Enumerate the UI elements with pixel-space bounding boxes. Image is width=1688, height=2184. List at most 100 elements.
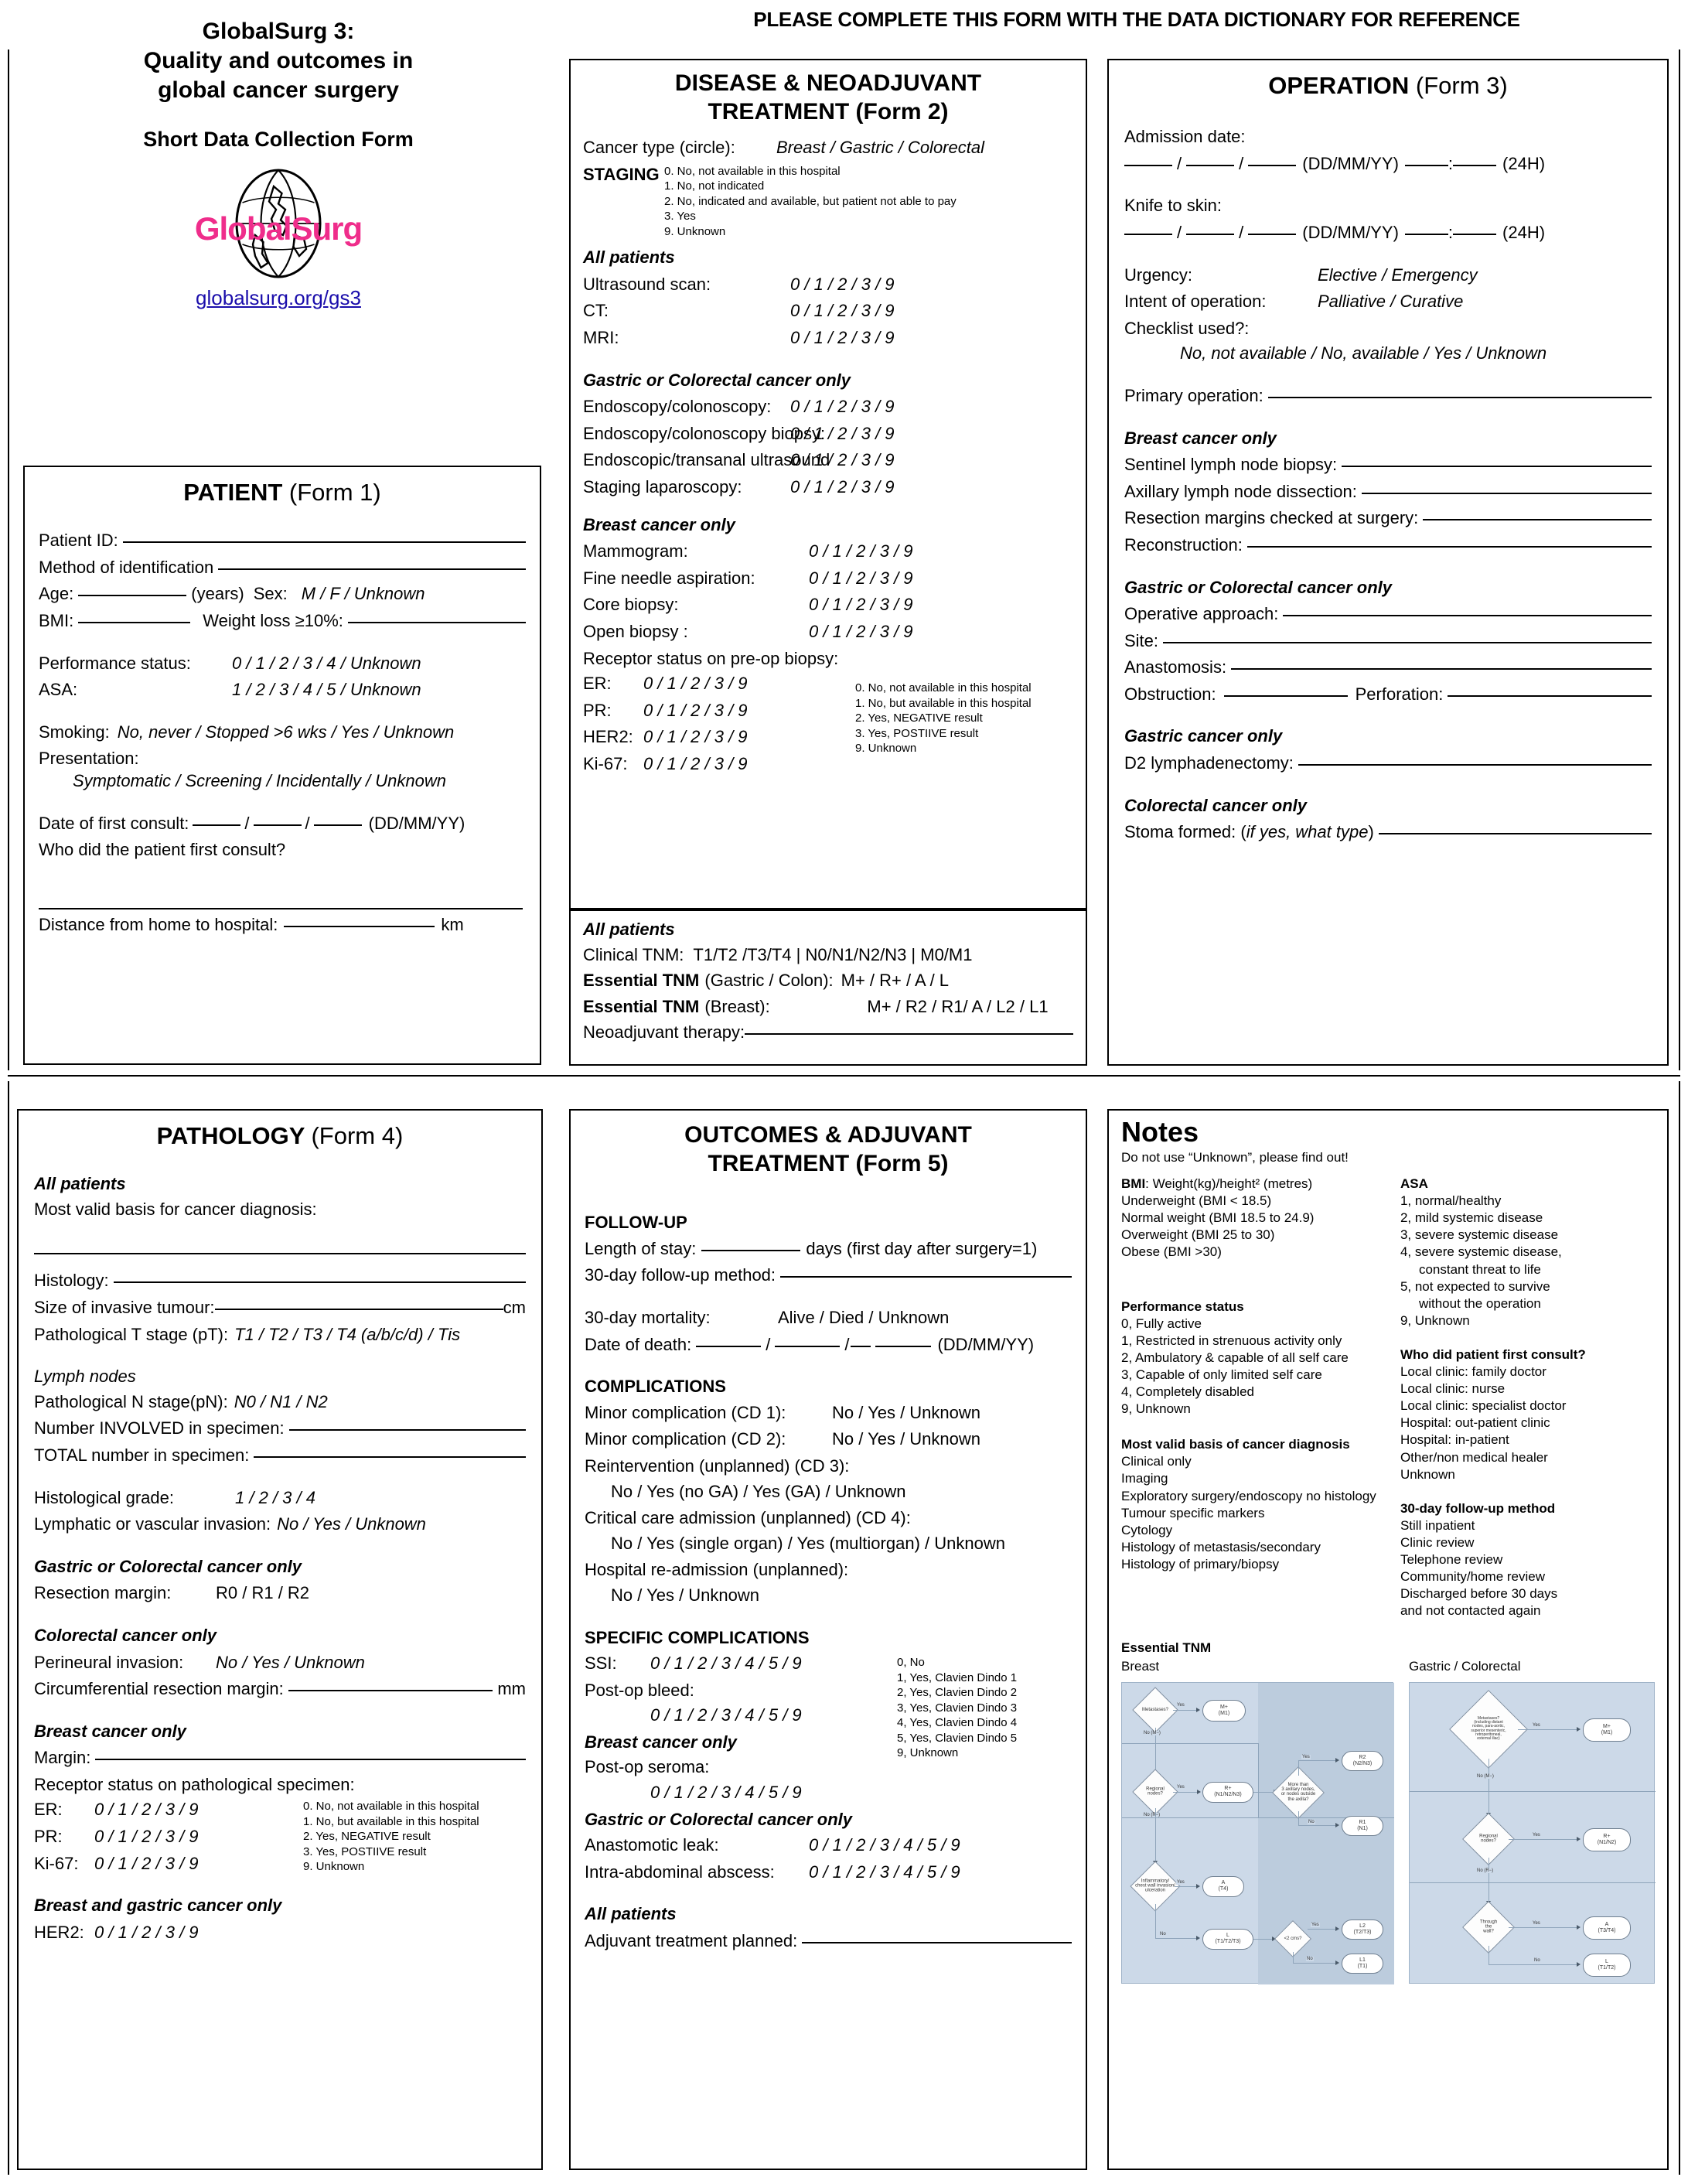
basis-diagnosis-header: Most valid basis of cancer diagnosis	[1121, 1437, 1350, 1452]
field-endoscopy[interactable]: Endoscopy/colonoscopy: 0 / 1 / 2 / 3 / 9	[583, 397, 895, 417]
field-site[interactable]: Site:	[1124, 630, 1652, 653]
field-cd1[interactable]: Minor complication (CD 1): No / Yes / Un…	[585, 1402, 981, 1422]
field-performance-status[interactable]: Performance status: 0 / 1 / 2 / 3 / 4 / …	[39, 653, 421, 673]
field-pt-stage[interactable]: Pathological T stage (pT): T1 / T2 / T3 …	[34, 1324, 461, 1344]
field-path-er[interactable]: ER: 0 / 1 / 2 / 3 / 9	[34, 1800, 199, 1820]
field-ultrasound[interactable]: Ultrasound scan: 0 / 1 / 2 / 3 / 9	[583, 274, 895, 294]
field-d2-lymphadenectomy[interactable]: D2 lymphadenectomy:	[1124, 752, 1652, 775]
field-intraabdominal-abscess[interactable]: Intra-abdominal abscess: 0 / 1 / 2 / 3 /…	[585, 1862, 960, 1882]
field-pr[interactable]: PR: 0 / 1 / 2 / 3 / 9	[583, 700, 748, 720]
field-readmission-options[interactable]: No / Yes / Unknown	[611, 1585, 760, 1605]
form4-section-breast: Breast cancer only	[34, 1721, 186, 1741]
field-date-of-death[interactable]: Date of death: / / (DD/MM/YY)	[585, 1334, 1035, 1354]
globalsurg-link[interactable]: globalsurg.org/gs3	[196, 286, 361, 310]
field-open-biopsy[interactable]: Open biopsy : 0 / 1 / 2 / 3 / 9	[583, 622, 913, 641]
followup-header: FOLLOW-UP	[585, 1213, 687, 1233]
field-resection-margin[interactable]: Resection margin: R0 / R1 / R2	[34, 1583, 310, 1603]
field-cd2[interactable]: Minor complication (CD 2): No / Yes / Un…	[585, 1429, 981, 1449]
field-obstruction-perforation[interactable]: Obstruction: Perforation:	[1124, 684, 1652, 706]
gc-d3-no: No	[1533, 1957, 1541, 1963]
field-smoking[interactable]: Smoking: No, never / Stopped >6 wks / Ye…	[39, 722, 455, 742]
field-admission-date-inputs[interactable]: / / (DD/MM/YY) : (24H)	[1124, 153, 1652, 176]
field-nodes-total[interactable]: TOTAL number in specimen:	[34, 1445, 526, 1467]
field-staging-laparoscopy[interactable]: Staging laparoscopy: 0 / 1 / 2 / 3 / 9	[583, 477, 895, 497]
field-adjuvant-treatment[interactable]: Adjuvant treatment planned:	[585, 1930, 1072, 1953]
field-mammogram[interactable]: Mammogram: 0 / 1 / 2 / 3 / 9	[583, 541, 913, 561]
field-anastomotic-leak[interactable]: Anastomotic leak: 0 / 1 / 2 / 3 / 4 / 5 …	[585, 1835, 960, 1855]
form4-section-lymph-nodes: Lymph nodes	[34, 1367, 136, 1387]
field-postop-bleed-label: Post-op bleed:	[585, 1680, 694, 1700]
field-path-pr[interactable]: PR: 0 / 1 / 2 / 3 / 9	[34, 1827, 199, 1847]
field-fna[interactable]: Fine needle aspiration: 0 / 1 / 2 / 3 / …	[583, 568, 913, 588]
most-valid-basis-answer-line[interactable]	[34, 1220, 526, 1255]
field-sentinel-node-biopsy[interactable]: Sentinel lymph node biopsy:	[1124, 454, 1652, 476]
field-her2[interactable]: HER2: 0 / 1 / 2 / 3 / 9	[583, 727, 748, 747]
form5-section-breast: Breast cancer only	[585, 1732, 737, 1752]
field-cd3-options[interactable]: No / Yes (no GA) / Yes (GA) / Unknown	[611, 1481, 906, 1501]
who-first-consult-answer-line[interactable]	[39, 862, 523, 909]
field-resection-margins-checked[interactable]: Resection margins checked at surgery:	[1124, 507, 1652, 530]
field-seroma-options[interactable]: 0 / 1 / 2 / 3 / 4 / 5 / 9	[650, 1783, 802, 1803]
field-transanal-ultrasound[interactable]: Endoscopic/transanal ultrasound 0 / 1 / …	[583, 450, 895, 470]
field-cancer-type[interactable]: Cancer type (circle): Breast / Gastric /…	[583, 138, 984, 158]
field-method-identification[interactable]: Method of identification	[39, 557, 526, 579]
field-urgency[interactable]: Urgency: Elective / Emergency	[1124, 264, 1478, 285]
field-histological-grade[interactable]: Histological grade: 1 / 2 / 3 / 4	[34, 1487, 315, 1507]
breast-p5: A (T4)	[1202, 1875, 1244, 1897]
field-crm[interactable]: Circumferential resection margin: mm	[34, 1679, 526, 1699]
field-length-of-stay[interactable]: Length of stay: days (first day after su…	[585, 1238, 1038, 1258]
field-followup-method[interactable]: 30-day follow-up method:	[585, 1264, 1072, 1287]
field-margin[interactable]: Margin:	[34, 1747, 526, 1769]
followup-method-header: 30-day follow-up method	[1400, 1500, 1556, 1516]
field-mri[interactable]: MRI: 0 / 1 / 2 / 3 / 9	[583, 328, 895, 348]
asa-header: ASA	[1400, 1176, 1428, 1192]
field-histology[interactable]: Histology:	[34, 1270, 526, 1292]
field-age-sex[interactable]: Age: (years) Sex: M / F / Unknown	[39, 584, 425, 604]
breast-d1-no: No (M−)	[1143, 1730, 1161, 1735]
field-distance-home-hospital[interactable]: Distance from home to hospital: km	[39, 914, 464, 934]
field-30day-mortality[interactable]: 30-day mortality: Alive / Died / Unknown	[585, 1307, 950, 1327]
field-lymphovascular-invasion[interactable]: Lymphatic or vascular invasion: No / Yes…	[34, 1514, 426, 1534]
field-checklist-options[interactable]: No, not available / No, available / Yes …	[1180, 343, 1547, 363]
basis-diagnosis-lines: Clinical only Imaging Exploratory surger…	[1121, 1454, 1376, 1571]
field-presentation-options[interactable]: Symptomatic / Screening / Incidentally /…	[73, 770, 447, 790]
field-patient-id[interactable]: Patient ID:	[39, 530, 526, 552]
breast-p2: R+ (N1/N2/N3)	[1202, 1781, 1253, 1803]
receptor-codes-legend: 0. No, not available in this hospital 1.…	[855, 681, 1032, 756]
field-operative-approach[interactable]: Operative approach:	[1124, 603, 1652, 626]
field-pn-stage[interactable]: Pathological N stage(pN): N0 / N1 / N2	[34, 1391, 328, 1411]
field-path-ki67[interactable]: Ki-67: 0 / 1 / 2 / 3 / 9	[34, 1853, 199, 1873]
field-first-consult-date[interactable]: Date of first consult: / / (DD/MM/YY)	[39, 813, 465, 833]
field-most-valid-basis-label: Most valid basis for cancer diagnosis:	[34, 1199, 317, 1219]
field-essential-tnm-breast[interactable]: Essential TNM (Breast): M+ / R2 / R1/ A …	[583, 996, 1049, 1016]
title-subtitle: Short Data Collection Form	[143, 128, 414, 152]
field-bmi-weightloss[interactable]: BMI: Weight loss ≥10%:	[39, 610, 526, 633]
field-clinical-tnm[interactable]: Clinical TNM: T1/T2 /T3/T4 | N0/N1/N2/N3…	[583, 944, 973, 964]
field-essential-tnm-gastric[interactable]: Essential TNM (Gastric / Colon): M+ / R+…	[583, 971, 950, 991]
field-stoma-formed[interactable]: Stoma formed: (if yes, what type)	[1124, 821, 1652, 844]
field-endoscopy-biopsy[interactable]: Endoscopy/colonoscopy biopsy: 0 / 1 / 2 …	[583, 423, 895, 443]
breast-d4-yes: Yes	[1176, 1879, 1185, 1885]
field-nodes-involved[interactable]: Number INVOLVED in specimen:	[34, 1418, 526, 1440]
field-axillary-dissection[interactable]: Axillary lymph node dissection:	[1124, 481, 1652, 503]
field-tumour-size[interactable]: Size of invasive tumour: cm	[34, 1297, 526, 1317]
field-cd4-options[interactable]: No / Yes (single organ) / Yes (multiorga…	[611, 1533, 1005, 1553]
field-ki67[interactable]: Ki-67: 0 / 1 / 2 / 3 / 9	[583, 753, 748, 773]
field-er[interactable]: ER: 0 / 1 / 2 / 3 / 9	[583, 674, 748, 694]
field-core-biopsy[interactable]: Core biopsy: 0 / 1 / 2 / 3 / 9	[583, 595, 913, 615]
form5-section-gastric-colorectal: Gastric or Colorectal cancer only	[585, 1809, 853, 1829]
field-ssi[interactable]: SSI: 0 / 1 / 2 / 3 / 4 / 5 / 9	[585, 1653, 802, 1674]
field-neoadjuvant-therapy[interactable]: Neoadjuvant therapy:	[583, 1022, 1073, 1044]
field-primary-operation[interactable]: Primary operation:	[1124, 385, 1652, 408]
field-perineural-invasion[interactable]: Perineural invasion: No / Yes / Unknown	[34, 1652, 365, 1672]
field-anastomosis[interactable]: Anastomosis:	[1124, 657, 1652, 679]
field-path-her2[interactable]: HER2: 0 / 1 / 2 / 3 / 9	[34, 1922, 199, 1942]
field-ct[interactable]: CT: 0 / 1 / 2 / 3 / 9	[583, 301, 895, 321]
field-knife-to-skin-inputs[interactable]: / / (DD/MM/YY) : (24H)	[1124, 222, 1652, 244]
performance-status-lines: 0, Fully active 1, Restricted in strenuo…	[1121, 1316, 1349, 1417]
field-postop-bleed-options[interactable]: 0 / 1 / 2 / 3 / 4 / 5 / 9	[650, 1705, 802, 1725]
field-reconstruction[interactable]: Reconstruction:	[1124, 534, 1652, 557]
field-intent-operation[interactable]: Intent of operation: Palliative / Curati…	[1124, 292, 1464, 312]
who-consult-lines: Local clinic: family doctor Local clinic…	[1400, 1364, 1567, 1482]
field-asa[interactable]: ASA: 1 / 2 / 3 / 4 / 5 / Unknown	[39, 680, 421, 700]
